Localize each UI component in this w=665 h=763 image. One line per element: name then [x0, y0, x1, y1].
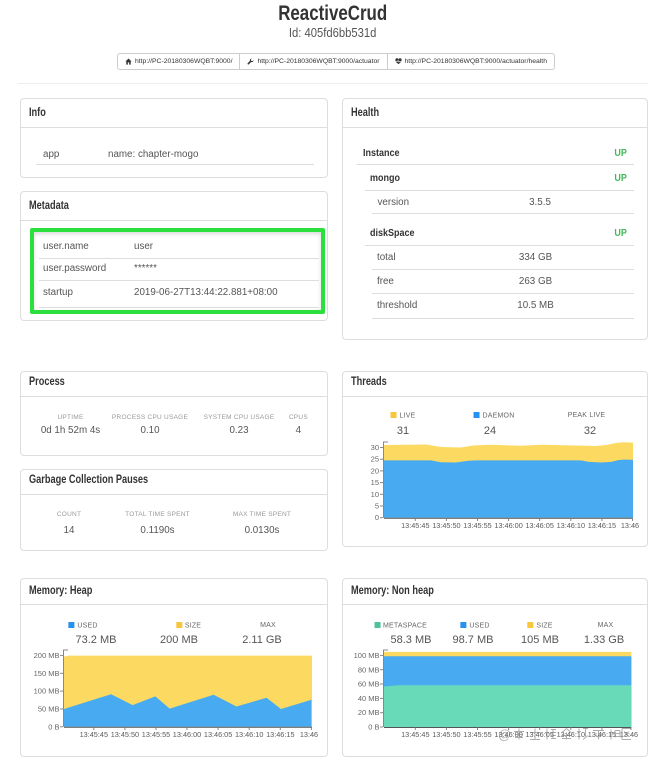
svg-text:0: 0 [375, 513, 379, 522]
svg-text:13:46:10: 13:46:10 [557, 521, 585, 530]
svg-text:0 B: 0 B [48, 722, 59, 731]
svg-text:13:46:15: 13:46:15 [588, 730, 616, 739]
svg-text:5: 5 [375, 502, 379, 511]
svg-text:13:46:00: 13:46:00 [494, 730, 522, 739]
svg-text:30: 30 [371, 443, 379, 452]
svg-text:40 MB: 40 MB [358, 694, 380, 703]
svg-text:200 MB: 200 MB [34, 651, 60, 660]
svg-text:20 MB: 20 MB [358, 708, 380, 717]
svg-text:13:46:10: 13:46:10 [557, 730, 585, 739]
svg-text:13:46:15: 13:46:15 [266, 730, 294, 739]
svg-text:150 MB: 150 MB [34, 669, 60, 678]
svg-text:13:45:50: 13:45:50 [432, 521, 460, 530]
svg-text:15: 15 [371, 478, 379, 487]
svg-text:13:46:15: 13:46:15 [588, 521, 616, 530]
svg-text:@: @ [498, 727, 511, 742]
svg-text:13:45:55: 13:45:55 [142, 730, 170, 739]
svg-text:60 MB: 60 MB [358, 680, 380, 689]
svg-text:13:46: 13:46 [621, 521, 639, 530]
svg-text:20: 20 [371, 466, 379, 475]
svg-text:13:46:00: 13:46:00 [173, 730, 201, 739]
svg-text:0 B: 0 B [368, 723, 379, 732]
svg-text:13:45:55: 13:45:55 [463, 730, 491, 739]
svg-text:50 MB: 50 MB [38, 705, 60, 714]
svg-text:100 MB: 100 MB [354, 651, 380, 660]
svg-text:13:46:05: 13:46:05 [204, 730, 232, 739]
svg-text:13:45:45: 13:45:45 [401, 521, 429, 530]
svg-text:13:46:05: 13:46:05 [525, 521, 553, 530]
svg-text:100 MB: 100 MB [34, 687, 60, 696]
svg-text:10: 10 [371, 490, 379, 499]
svg-text:13:45:45: 13:45:45 [401, 730, 429, 739]
svg-text:13:45:55: 13:45:55 [463, 521, 491, 530]
svg-text:13:45:45: 13:45:45 [80, 730, 108, 739]
svg-text:13:46:10: 13:46:10 [235, 730, 263, 739]
svg-text:13:46:00: 13:46:00 [494, 521, 522, 530]
svg-text:80 MB: 80 MB [358, 665, 380, 674]
svg-text:13:46: 13:46 [300, 730, 318, 739]
svg-text:13:46:05: 13:46:05 [525, 730, 553, 739]
svg-text:13:46: 13:46 [620, 730, 638, 739]
svg-text:13:45:50: 13:45:50 [432, 730, 460, 739]
svg-text:25: 25 [371, 455, 379, 464]
svg-text:13:45:50: 13:45:50 [111, 730, 139, 739]
